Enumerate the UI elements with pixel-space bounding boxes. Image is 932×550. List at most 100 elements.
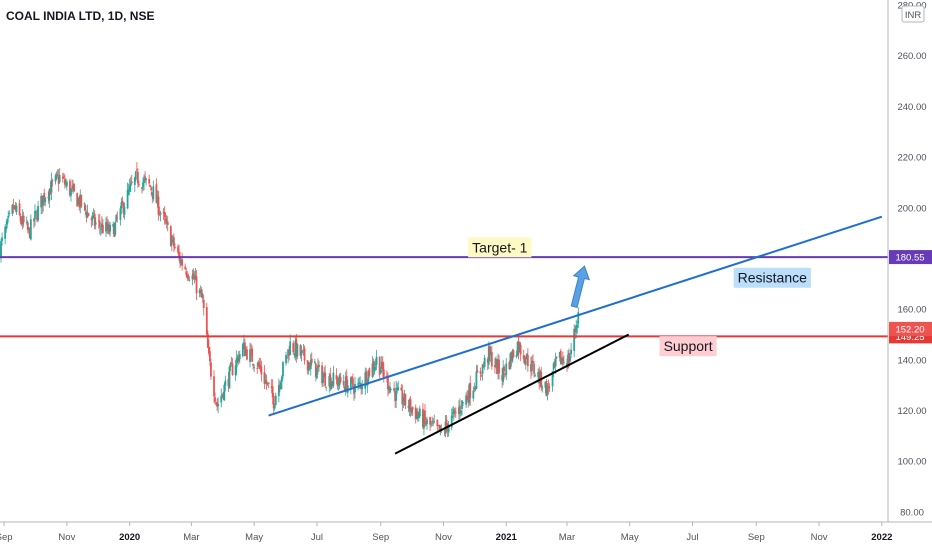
candle-body [430, 423, 433, 425]
candle-body [163, 211, 166, 218]
candle-body [164, 218, 167, 223]
candle-body [313, 361, 316, 364]
target-label-background [468, 237, 532, 258]
candle-body [191, 275, 194, 280]
candle-body [169, 226, 172, 247]
candle-body [408, 399, 411, 410]
candle-body [394, 391, 397, 401]
time-tick-label: Sep [372, 532, 389, 543]
currency-badge[interactable]: INR [901, 5, 925, 23]
time-tick-label: 2020 [119, 532, 140, 543]
candle-body [517, 341, 520, 353]
candle-body [51, 180, 54, 182]
price-tick-label: 140.00 [897, 355, 926, 366]
support-label-text: Support [664, 338, 713, 354]
candle-body [425, 421, 427, 425]
candle-body [65, 181, 68, 187]
candle-body [37, 206, 39, 221]
candle-body [21, 215, 24, 225]
candle-body [215, 402, 217, 404]
candle-body [200, 289, 203, 298]
candle-body [465, 395, 468, 405]
candle-body [220, 395, 223, 403]
candle-body [143, 178, 145, 183]
candle-body [301, 350, 304, 352]
candle-body [278, 385, 281, 388]
time-tick-label: Nov [435, 532, 452, 543]
resistance-trendline[interactable] [268, 215, 883, 417]
candle-body [48, 189, 51, 201]
support-label[interactable]: Support [659, 336, 717, 357]
candle-body [61, 176, 64, 179]
candle-body [450, 415, 453, 428]
candle-body [270, 386, 273, 389]
candle-body [228, 366, 231, 389]
candle-body [294, 341, 297, 356]
candle-body [150, 187, 153, 191]
candle-body [322, 376, 324, 383]
candle-body [508, 362, 511, 369]
time-tick-label: Mar [559, 532, 575, 543]
candle-body [423, 412, 425, 429]
price-tick-label: 220.00 [897, 153, 926, 164]
candle-body [429, 417, 432, 425]
price-tick-label: 120.00 [897, 406, 926, 417]
candle-body [267, 382, 270, 384]
annotations-layer: Target- 1 Resistance Support [468, 237, 811, 357]
candle-body [459, 405, 461, 413]
up-arrow[interactable] [570, 265, 591, 308]
candle-body [375, 356, 378, 365]
candle-body [314, 363, 317, 378]
candle-body [112, 223, 115, 227]
candle-body [561, 357, 564, 362]
candle-body [349, 377, 352, 388]
candle-body [575, 326, 578, 333]
candle-body [251, 348, 253, 362]
candle-body [47, 196, 50, 199]
candle-body [554, 357, 557, 367]
candle-body [177, 246, 179, 253]
candle-body [562, 361, 565, 363]
candle-body [165, 221, 168, 224]
candle-body [15, 205, 18, 213]
candle-body [108, 225, 110, 234]
candle-body [258, 362, 261, 367]
resistance-label[interactable]: Resistance [733, 267, 811, 288]
candle-body [64, 183, 67, 185]
candle-body [416, 411, 419, 416]
candle-body [515, 354, 518, 357]
candle-body [174, 247, 176, 249]
candle-body [516, 342, 519, 356]
candle-body [555, 356, 558, 358]
candle-body [512, 350, 515, 358]
candle-body [501, 375, 504, 381]
candle-body [238, 354, 241, 360]
candle-body [50, 180, 53, 193]
candle-body [236, 355, 239, 357]
candle-body [309, 359, 312, 370]
candle-body [252, 363, 255, 366]
candle-body [205, 307, 208, 335]
candle-body [410, 408, 413, 413]
candle-body [519, 344, 522, 355]
candle-body [397, 387, 400, 390]
support-trendline[interactable] [394, 333, 630, 455]
candle-body [237, 356, 240, 362]
time-tick-label: Jul [311, 532, 323, 543]
candle-body [94, 222, 97, 225]
target-label[interactable]: Target- 1 [468, 237, 532, 258]
candle-body [181, 259, 184, 266]
candle-body [437, 425, 440, 427]
candle-body [495, 358, 497, 366]
candle-body [431, 421, 434, 422]
candle-body [107, 224, 109, 231]
price-tick-label: 100.00 [897, 457, 926, 468]
candle-body [133, 177, 136, 185]
candle-body [76, 193, 79, 207]
time-tick-label: Nov [58, 532, 75, 543]
candle-body [280, 382, 282, 390]
candle-body [28, 228, 31, 239]
candle-body [379, 370, 382, 374]
time-tick-label: Sep [748, 532, 765, 543]
